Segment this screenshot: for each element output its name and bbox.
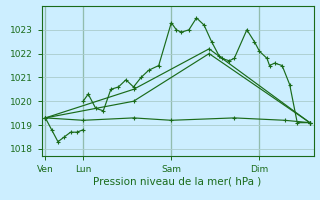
X-axis label: Pression niveau de la mer( hPa ): Pression niveau de la mer( hPa ) <box>93 177 262 187</box>
